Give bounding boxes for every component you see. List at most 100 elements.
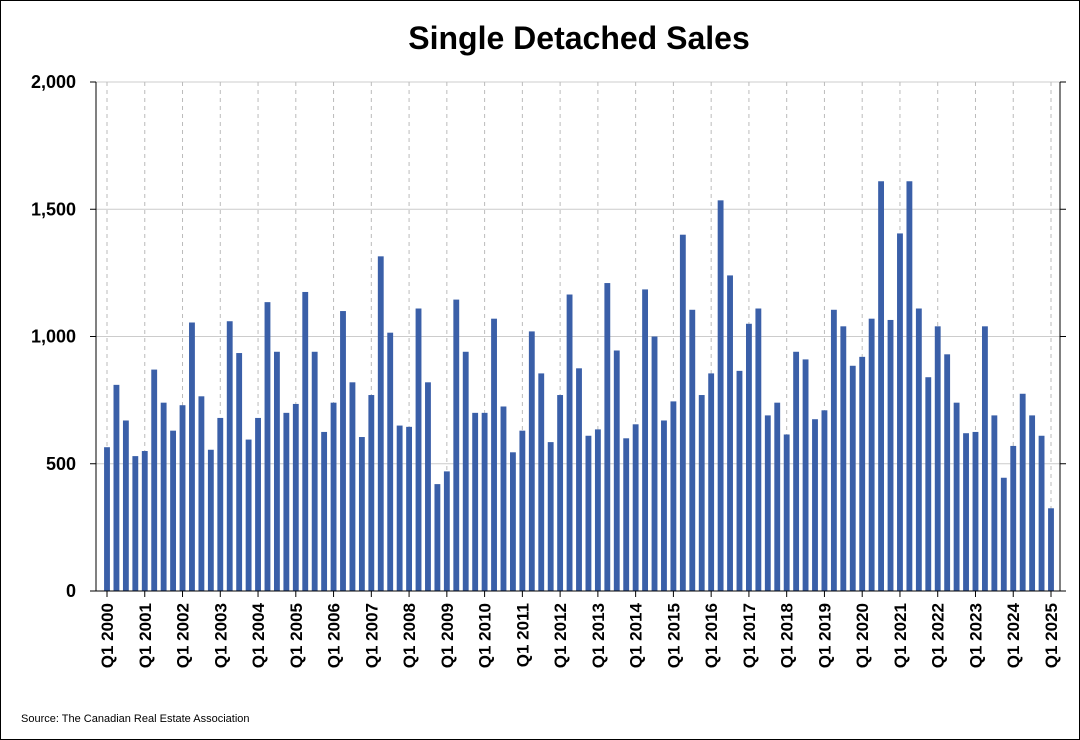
bar — [963, 433, 969, 591]
bar — [557, 395, 564, 591]
bar — [934, 326, 941, 591]
bar — [651, 336, 658, 591]
source-note: Source: The Canadian Real Estate Associa… — [21, 713, 250, 725]
bar — [472, 412, 479, 591]
bar — [462, 351, 469, 591]
bar — [613, 350, 620, 591]
bar — [519, 430, 526, 591]
bar — [717, 200, 724, 591]
y-tick-label: 0 — [66, 581, 76, 601]
x-tick-label: Q1 2011 — [513, 603, 532, 667]
bar — [425, 382, 431, 591]
x-tick-label: Q1 2006 — [325, 603, 344, 668]
bar — [189, 322, 195, 591]
bar — [245, 439, 252, 591]
bar — [1038, 435, 1045, 591]
bar — [453, 299, 460, 591]
bar — [179, 405, 186, 591]
bar — [349, 382, 356, 591]
x-tick-label: Q1 2004 — [249, 602, 268, 668]
bar — [283, 412, 290, 591]
bar — [670, 401, 677, 591]
bar — [698, 395, 705, 591]
bar — [764, 415, 771, 591]
bar — [141, 451, 148, 591]
x-tick-label: Q1 2018 — [778, 603, 797, 668]
bar — [547, 442, 554, 591]
bar — [944, 354, 951, 591]
bar — [840, 326, 847, 591]
bar — [859, 356, 866, 591]
bar — [377, 256, 384, 591]
x-tick-label: Q1 2005 — [287, 603, 306, 668]
bar — [953, 402, 960, 591]
x-tick-label: Q1 2023 — [966, 603, 985, 668]
bar — [849, 365, 856, 591]
bar — [481, 412, 488, 591]
bar — [1029, 415, 1036, 591]
bar — [113, 384, 120, 591]
bar — [415, 308, 422, 591]
x-tick-label: Q1 2015 — [664, 603, 683, 668]
bar — [793, 351, 800, 591]
bar — [273, 351, 280, 591]
x-tick-label: Q1 2020 — [853, 603, 872, 668]
bar — [443, 471, 450, 591]
x-tick-label: Q1 2000 — [98, 603, 117, 668]
x-tick-label: Q1 2014 — [627, 602, 646, 668]
x-tick-label: Q1 2022 — [929, 603, 948, 668]
bar — [755, 308, 762, 591]
chart-title: Single Detached Sales — [408, 20, 749, 56]
bars — [104, 181, 1054, 592]
bar — [566, 294, 573, 591]
bar — [160, 402, 167, 591]
y-axis-ticks: 0 500 1,000 1,500 2,000 — [31, 72, 1066, 601]
x-tick-label: Q1 2002 — [174, 603, 193, 668]
bar — [330, 402, 337, 591]
bar — [264, 302, 271, 591]
bar — [292, 403, 299, 591]
bar — [802, 359, 809, 591]
x-tick-label: Q1 2013 — [589, 603, 608, 668]
x-tick-label: Q1 2017 — [740, 603, 759, 668]
bar — [491, 318, 497, 591]
x-tick-label: Q1 2019 — [815, 603, 834, 668]
bar — [226, 321, 233, 591]
bar — [217, 417, 224, 591]
bar — [387, 332, 394, 591]
bar — [745, 323, 752, 591]
bar — [1010, 445, 1017, 591]
bar — [368, 395, 375, 591]
bar — [198, 396, 205, 591]
x-tick-label: Q1 2012 — [551, 603, 570, 668]
bar — [868, 318, 875, 591]
bar — [170, 430, 177, 591]
x-tick-label: Q1 2007 — [362, 603, 381, 668]
bar — [623, 438, 630, 591]
y-tick-label: 2,000 — [31, 72, 76, 92]
bar — [396, 425, 403, 591]
y-tick-label: 1,500 — [31, 199, 76, 219]
bar — [207, 449, 214, 591]
bar — [509, 452, 516, 591]
bar — [321, 431, 328, 591]
bar — [689, 309, 696, 591]
x-tick-label: Q1 2024 — [1004, 602, 1023, 668]
x-tick-label: Q1 2008 — [400, 603, 419, 668]
x-tick-label: Q1 2009 — [438, 603, 457, 668]
bar — [642, 289, 649, 591]
bar — [406, 426, 413, 591]
x-tick-label: Q1 2003 — [211, 603, 230, 668]
x-tick-label: Q1 2001 — [136, 603, 155, 668]
bar — [972, 431, 979, 591]
bar — [661, 420, 667, 591]
bar — [774, 402, 781, 591]
bar — [1048, 508, 1054, 591]
bar — [632, 424, 639, 591]
bar — [500, 406, 507, 591]
bar — [104, 447, 110, 591]
bar — [727, 275, 733, 591]
bar — [358, 437, 365, 591]
bar — [925, 377, 932, 591]
y-tick-label: 1,000 — [31, 327, 76, 347]
